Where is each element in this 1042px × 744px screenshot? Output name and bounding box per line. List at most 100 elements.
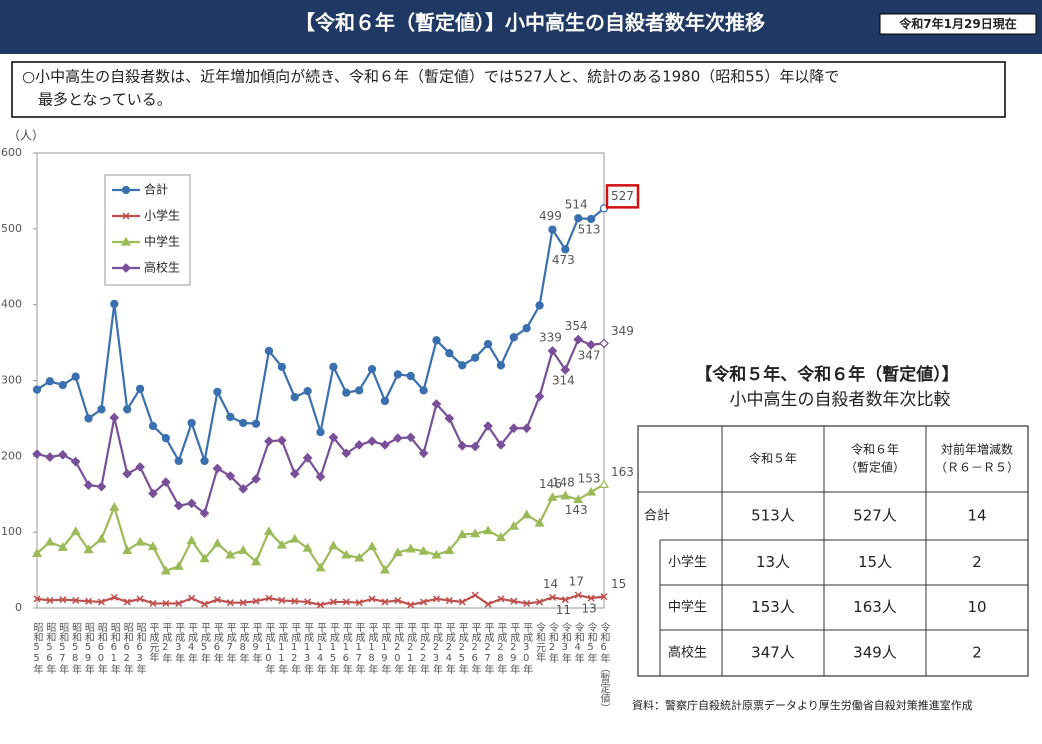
point	[85, 597, 93, 605]
point	[123, 598, 131, 606]
x-tick-label: 昭和57年	[57, 622, 69, 675]
point	[342, 388, 351, 397]
point	[188, 594, 196, 602]
point	[110, 593, 118, 601]
point	[83, 544, 94, 554]
point	[341, 448, 352, 459]
series-line	[36, 593, 605, 607]
point	[45, 452, 55, 462]
point	[431, 549, 442, 559]
point	[405, 432, 416, 443]
point	[598, 479, 610, 488]
point	[521, 509, 532, 519]
data-label: 314	[552, 373, 575, 387]
x-tick-label: 平成21年	[405, 622, 417, 675]
point	[263, 526, 274, 536]
point	[586, 486, 597, 496]
point	[109, 501, 120, 511]
point	[405, 543, 416, 553]
row-label: 合計	[644, 508, 670, 524]
data-label: 153	[578, 471, 601, 485]
point	[71, 372, 80, 381]
data-label: 513	[578, 222, 601, 236]
point	[483, 339, 493, 349]
point	[97, 405, 106, 414]
point	[495, 532, 506, 542]
point	[573, 494, 584, 504]
point	[121, 263, 131, 273]
table-cell: 163人	[853, 598, 897, 616]
point	[354, 552, 365, 562]
point	[44, 536, 55, 546]
point	[33, 595, 41, 603]
data-label: 143	[565, 503, 588, 517]
x-tick-label: 昭和59年	[83, 622, 95, 675]
x-tick-label: 平成25年	[456, 622, 468, 675]
point	[276, 539, 287, 549]
x-tick-label: 平成7年	[224, 622, 236, 664]
point	[173, 500, 184, 511]
x-tick-label: 令和4年	[572, 621, 584, 664]
point	[96, 533, 107, 543]
point	[458, 598, 466, 606]
series: 499 473 514 513 527	[32, 184, 640, 466]
x-tick-label: 平成14年	[315, 622, 327, 675]
point	[32, 449, 42, 459]
point	[458, 361, 467, 370]
x-tick-label: 平成29年	[508, 622, 520, 675]
y-tick-label: 100	[1, 525, 22, 538]
table-cell: 527人	[853, 507, 897, 525]
point	[497, 595, 505, 603]
point	[225, 471, 236, 481]
x-tick-label: 昭和63年	[134, 622, 146, 675]
point	[187, 418, 196, 428]
point	[316, 427, 325, 437]
x-tick-label: 平成20年	[392, 622, 404, 675]
point	[368, 595, 376, 603]
point	[534, 391, 545, 402]
table-cell: 2	[972, 644, 982, 662]
point	[523, 599, 531, 607]
page-title: 【令和６年（暫定値）】小中高生の自殺者数年次推移	[295, 11, 765, 35]
point	[548, 225, 557, 234]
point	[561, 245, 570, 254]
legend-box	[104, 174, 191, 286]
point	[457, 529, 468, 539]
note-line: 最多となっている。	[38, 91, 172, 109]
point	[586, 340, 596, 350]
point	[484, 600, 492, 608]
data-label: 13	[581, 602, 596, 616]
note-line: ○小中高生の自殺者数は、近年増加傾向が続き、令和６年（暫定値）では527人と、統…	[22, 68, 839, 86]
point	[276, 435, 287, 446]
point	[135, 536, 146, 546]
point	[393, 370, 402, 379]
table-header: 令和５年	[749, 451, 797, 466]
point	[483, 421, 493, 431]
point	[160, 565, 171, 575]
x-tick-label: 平成15年	[327, 622, 339, 675]
point	[367, 364, 377, 374]
table-header: （Ｒ６－Ｒ５）	[935, 461, 1019, 475]
point	[264, 346, 274, 356]
x-tick-label: 昭和55年	[31, 622, 43, 675]
row-label: 中学生	[668, 599, 707, 615]
point	[239, 599, 247, 607]
point	[418, 545, 429, 555]
data-label: 347	[578, 348, 601, 362]
point	[303, 386, 312, 396]
x-tick-label: 平成11年	[276, 622, 288, 675]
point	[329, 362, 338, 372]
point	[304, 598, 312, 606]
data-label: 339	[539, 330, 562, 344]
point	[560, 365, 571, 375]
point	[251, 474, 261, 484]
point	[251, 419, 261, 428]
data-label: 514	[565, 198, 588, 212]
point	[57, 542, 68, 551]
point	[561, 596, 569, 604]
table-header: 対前年増減数	[941, 442, 1013, 457]
point	[355, 599, 363, 607]
x-tick-label: 平成27年	[482, 622, 494, 675]
point	[573, 334, 584, 345]
